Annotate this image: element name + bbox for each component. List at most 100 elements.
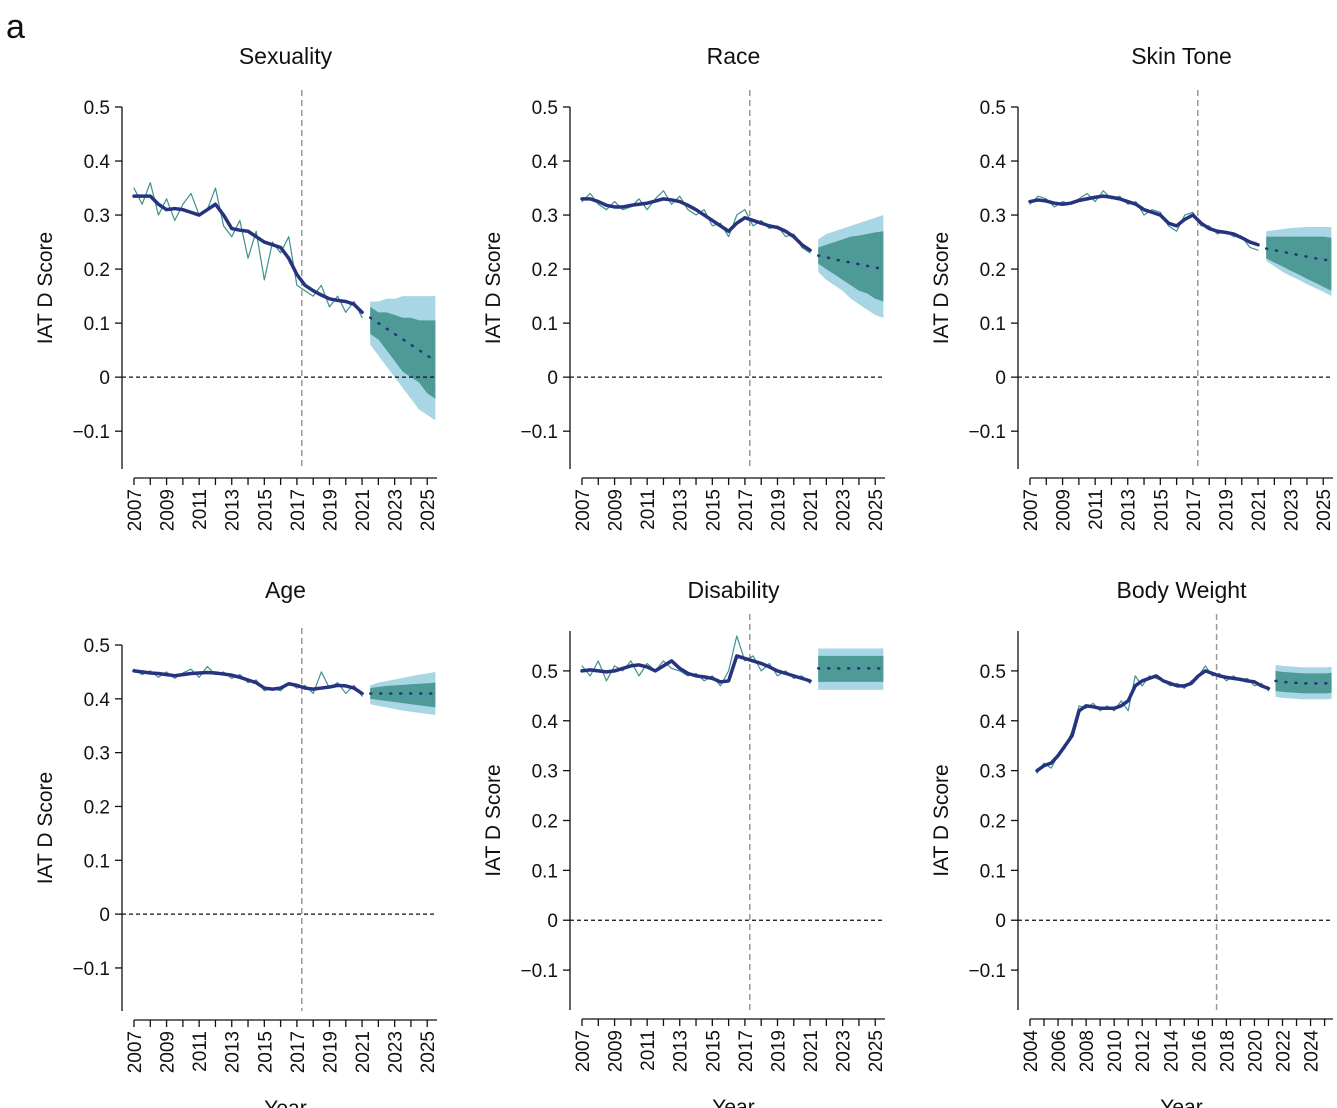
y-axis-label: IAT D Score	[34, 232, 57, 344]
y-tick-label: 0.4	[980, 152, 1007, 173]
y-axis-label: IAT D Score	[482, 232, 505, 344]
series-line	[1035, 669, 1271, 773]
forecast-band	[370, 682, 436, 708]
x-tick-label: 2007	[1021, 489, 1042, 531]
x-tick-label: 2018	[1217, 1030, 1238, 1072]
series-line	[580, 197, 812, 252]
forecast-band	[818, 231, 884, 302]
x-tick-label: 2017	[288, 489, 309, 531]
series-line	[133, 182, 363, 319]
y-tick-label: 0.3	[980, 762, 1006, 783]
x-tick-label: 2006	[1049, 1030, 1070, 1072]
y-tick-label: 0.5	[84, 636, 110, 657]
y-tick-label: 0	[995, 911, 1006, 932]
forecast-band	[818, 655, 884, 682]
x-tick-label: 2011	[1086, 489, 1107, 530]
x-tick-label: 2013	[223, 1031, 244, 1073]
y-tick-label: 0.1	[980, 861, 1006, 882]
x-tick-label: 2020	[1245, 1030, 1266, 1072]
y-tick-label: 0	[547, 911, 558, 932]
x-tick-label: 2013	[223, 489, 244, 531]
x-tick-label: 2015	[255, 1031, 276, 1073]
panel: Age IAT D Score −0.1 0 0.1 0.2 0.3 0.4 0.5 2007 20…	[34, 577, 439, 1108]
x-tick-label: 2004	[1021, 1030, 1042, 1073]
series-line	[580, 654, 812, 684]
x-tick-label: 2021	[353, 489, 374, 531]
x-tick-label: 2019	[768, 1030, 789, 1072]
y-tick-label: −0.1	[72, 422, 110, 443]
x-tick-label: 2017	[736, 1030, 757, 1072]
x-tick-label: 2023	[386, 489, 407, 531]
panel-title: Sexuality	[239, 43, 333, 69]
y-tick-label: 0.4	[84, 152, 111, 173]
y-tick-label: 0.1	[84, 314, 110, 335]
y-tick-label: −0.1	[520, 961, 558, 982]
y-tick-label: 0.4	[532, 152, 559, 173]
series-line	[1029, 190, 1259, 251]
y-axis-label: IAT D Score	[34, 772, 57, 884]
x-tick-label: 2007	[125, 1031, 146, 1073]
y-tick-label: 0.1	[532, 314, 558, 335]
panel-title: Skin Tone	[1131, 43, 1232, 69]
y-tick-label: 0.3	[980, 206, 1006, 227]
panel-title: Disability	[687, 577, 780, 603]
y-tick-label: 0.3	[532, 762, 558, 783]
x-tick-label: 2007	[573, 489, 594, 531]
x-tick-label: 2021	[801, 489, 822, 531]
forecast-line	[1264, 247, 1333, 263]
y-axis-label: IAT D Score	[930, 764, 953, 876]
x-axis-label: Year	[712, 1096, 754, 1108]
x-tick-label: 2023	[1282, 489, 1303, 531]
panel: Sexuality IAT D Score −0.1 0 0.1 0.2 0.3 0.4 0.5…	[34, 43, 439, 531]
x-tick-label: 2022	[1274, 1030, 1295, 1072]
y-tick-label: 0	[99, 368, 110, 389]
x-tick-label: 2011	[638, 1030, 659, 1071]
forecast-band	[1275, 670, 1332, 694]
x-tick-label: 2015	[703, 1030, 724, 1072]
y-tick-label: 0.2	[84, 260, 110, 281]
y-tick-label: 0.5	[532, 98, 558, 119]
forecast-line	[368, 316, 437, 363]
x-tick-label: 2024	[1302, 1030, 1323, 1073]
y-tick-label: 0	[99, 905, 110, 926]
x-tick-label: 2009	[158, 489, 179, 531]
x-tick-label: 2019	[320, 489, 341, 531]
series-line	[132, 194, 364, 315]
x-tick-label: 2023	[386, 1031, 407, 1073]
x-tick-label: 2011	[190, 489, 211, 530]
y-axis-label: IAT D Score	[930, 232, 953, 344]
y-tick-label: −0.1	[520, 422, 558, 443]
x-tick-label: 2012	[1133, 1030, 1154, 1072]
x-tick-label: 2019	[1216, 489, 1237, 531]
x-tick-label: 2016	[1189, 1030, 1210, 1072]
y-tick-label: 0.2	[980, 812, 1006, 833]
y-tick-label: 0.3	[532, 206, 558, 227]
y-tick-label: 0.2	[532, 260, 558, 281]
y-tick-label: 0.1	[980, 314, 1006, 335]
x-tick-label: 2017	[1184, 489, 1205, 531]
y-axis-label: IAT D Score	[482, 764, 505, 876]
series-line	[581, 635, 811, 687]
x-tick-label: 2014	[1161, 1030, 1182, 1073]
panel-title: Race	[707, 43, 761, 69]
y-tick-label: 0.3	[84, 206, 110, 227]
y-tick-label: −0.1	[968, 422, 1006, 443]
panel: Body Weight IAT D Score −0.1 0 0.1 0.2 0.3 0.4 0…	[930, 577, 1333, 1108]
x-tick-label: 2009	[1054, 489, 1075, 531]
x-tick-label: 2013	[671, 489, 692, 531]
y-tick-label: 0	[547, 368, 558, 389]
x-tick-label: 2017	[288, 1031, 309, 1073]
series-line	[581, 190, 811, 254]
x-tick-label: 2025	[866, 489, 887, 531]
series-line	[1036, 665, 1270, 774]
x-tick-label: 2011	[638, 489, 659, 530]
x-tick-label: 2013	[671, 1030, 692, 1072]
y-tick-label: 0.4	[532, 712, 559, 733]
x-tick-label: 2015	[1151, 489, 1172, 531]
x-axis-label: Year	[264, 1097, 306, 1108]
y-tick-label: 0.5	[980, 662, 1006, 683]
x-tick-label: 2025	[418, 1031, 439, 1073]
x-tick-label: 2008	[1077, 1030, 1098, 1072]
